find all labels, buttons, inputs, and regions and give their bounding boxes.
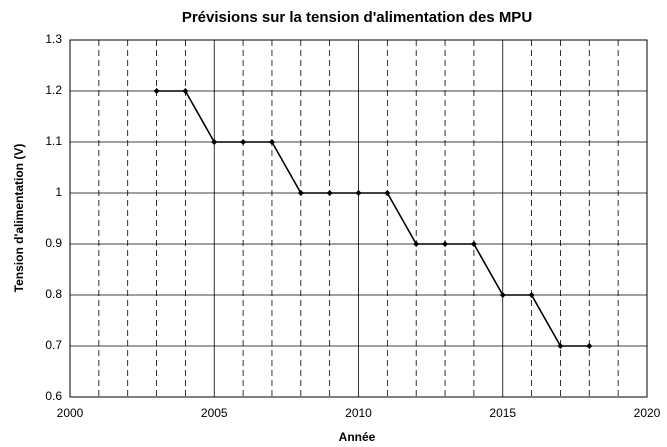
y-tick-label: 0.7 (45, 338, 62, 352)
data-point (211, 139, 218, 145)
data-point (557, 343, 564, 349)
y-tick-label: 0.8 (45, 287, 62, 301)
data-point (499, 292, 506, 298)
y-axis-label: Tension d'alimentation (V) (12, 144, 26, 293)
data-point (153, 88, 160, 94)
chart-title: Prévisions sur la tension d'alimentation… (182, 9, 532, 26)
y-tick-label: 0.9 (45, 236, 62, 250)
plot-border (69, 39, 648, 398)
data-point (586, 343, 593, 349)
data-point (355, 190, 362, 196)
data-point (326, 190, 333, 196)
x-axis-label: Année (339, 430, 376, 444)
data-point (182, 88, 189, 94)
x-tick-label: 2005 (201, 406, 228, 420)
x-tick-label: 2020 (634, 406, 661, 420)
y-tick-label: 1.3 (45, 32, 62, 46)
x-tick-label: 2015 (489, 406, 516, 420)
data-point (470, 241, 477, 247)
y-tick-label: 0.6 (45, 389, 62, 403)
x-tick-label: 2000 (57, 406, 84, 420)
data-point (297, 190, 304, 196)
data-point (384, 190, 391, 196)
y-tick-label: 1.1 (45, 134, 62, 148)
data-point (240, 139, 247, 145)
data-point (268, 139, 275, 145)
data-line (156, 90, 590, 347)
data-point (528, 292, 535, 298)
data-point (442, 241, 449, 247)
y-tick-label: 1 (55, 185, 62, 199)
x-tick-label: 2010 (345, 406, 372, 420)
data-point (413, 241, 420, 247)
y-tick-label: 1.2 (45, 83, 62, 97)
